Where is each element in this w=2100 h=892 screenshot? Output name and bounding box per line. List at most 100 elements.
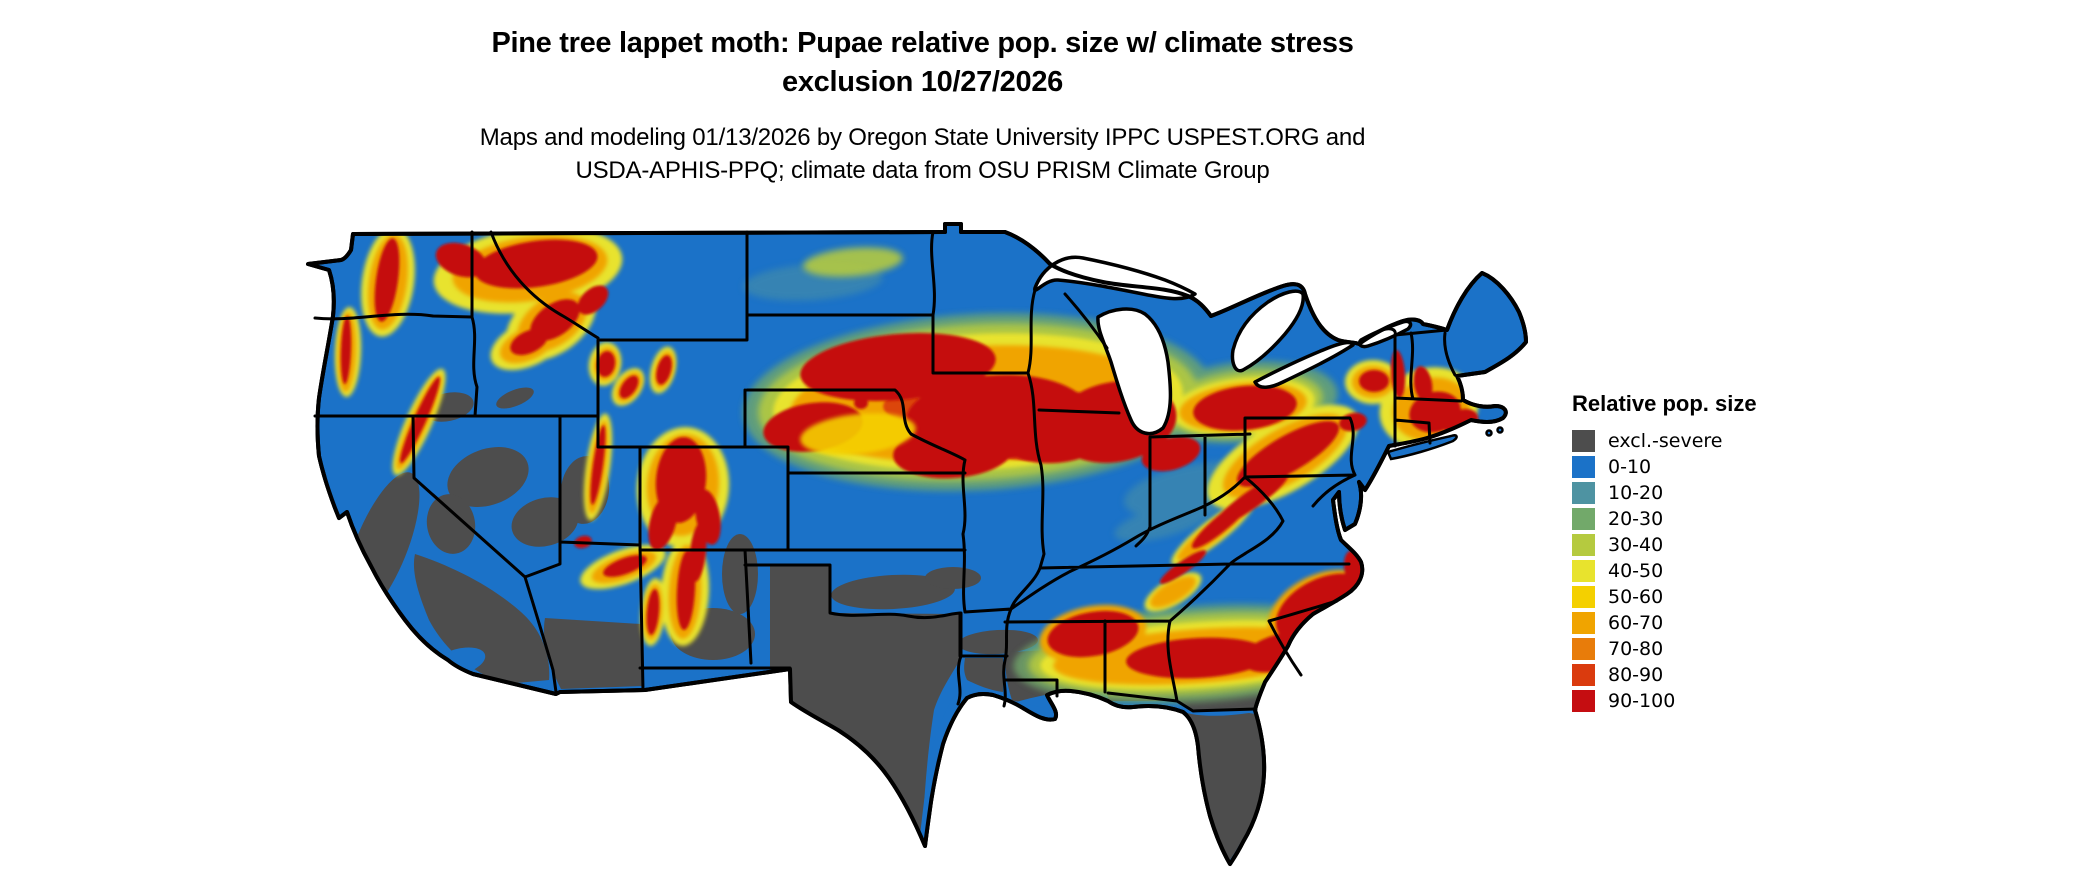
map-shape	[440, 672, 446, 678]
legend-label: 10-20	[1608, 482, 1664, 504]
map-shape	[435, 242, 487, 278]
map-shape	[1496, 426, 1504, 434]
legend-item: 30-40	[1572, 534, 1832, 556]
legend-label: 90-100	[1608, 690, 1676, 712]
map-shape	[596, 351, 616, 377]
map-shape	[577, 285, 609, 315]
lake-michigan	[1096, 307, 1173, 436]
subtitle-line-2: USDA-APHIS-PPQ; climate data from OSU PR…	[575, 157, 1270, 184]
map-shape	[770, 566, 960, 842]
map-shape	[925, 567, 981, 589]
map-shape	[1121, 705, 1263, 861]
map-shape	[656, 355, 672, 385]
map-shape	[530, 299, 580, 341]
map-shape	[496, 387, 534, 409]
legend-item: 60-70	[1572, 612, 1832, 634]
map-title: Pine tree lappet moth: Pupae relative po…	[0, 24, 1845, 102]
legend-item: 0-10	[1572, 456, 1832, 478]
map-shape	[340, 316, 352, 384]
map-shape	[1485, 429, 1493, 437]
map-subtitle: Maps and modeling 01/13/2026 by Oregon S…	[0, 121, 1845, 187]
legend-swatch	[1572, 430, 1595, 452]
map-shape	[1359, 370, 1389, 392]
map-shape	[474, 239, 598, 289]
legend-swatch	[1572, 690, 1595, 712]
map-shape	[426, 494, 476, 554]
legend-label: 30-40	[1608, 534, 1664, 556]
us-map-svg	[306, 222, 1528, 866]
map-shape	[803, 247, 903, 277]
legend-title: Relative pop. size	[1572, 391, 1757, 416]
heat-red-cores	[340, 238, 1479, 679]
state-borders	[313, 230, 1463, 713]
legend-item: 40-50	[1572, 560, 1832, 582]
lake-huron	[1230, 289, 1305, 373]
legend-swatch	[1572, 612, 1595, 634]
map-shape	[447, 447, 529, 507]
map-shape	[919, 695, 962, 845]
map-shape	[1236, 421, 1340, 487]
legend-swatch	[1572, 664, 1595, 686]
legend-label: 60-70	[1608, 612, 1664, 634]
great-lakes	[1033, 255, 1413, 436]
map-shape	[400, 376, 440, 464]
map-shape	[619, 375, 639, 399]
legend-item: 80-90	[1572, 664, 1832, 686]
legend-label: 70-80	[1608, 638, 1664, 660]
legend-item: 20-30	[1572, 508, 1832, 530]
legend-label: 40-50	[1608, 560, 1664, 582]
map-shape	[1141, 436, 1201, 472]
map-shape	[511, 497, 579, 547]
legend-swatch	[1572, 534, 1595, 556]
map-shape	[1159, 550, 1207, 584]
map-shape	[800, 333, 996, 401]
legend-label: 0-10	[1608, 456, 1652, 478]
map-shape	[648, 493, 678, 551]
map-shape	[1126, 637, 1270, 679]
us-map	[293, 222, 1533, 882]
legend-label: 80-90	[1608, 664, 1664, 686]
map-shape	[413, 554, 550, 684]
map-shape	[854, 397, 868, 409]
map-shape	[427, 668, 433, 674]
map-shape	[603, 555, 647, 577]
atlantic-islands	[1386, 426, 1504, 461]
map-shape	[689, 522, 707, 582]
legend-item: 10-20	[1572, 482, 1832, 504]
map-shape	[646, 589, 660, 635]
legend-item: excl.-severe	[1572, 430, 1832, 452]
legend-item: 90-100	[1572, 690, 1832, 712]
map-shape	[958, 629, 1038, 655]
legend-label: excl.-severe	[1608, 430, 1723, 452]
map-shape	[590, 425, 606, 505]
legend-label: 50-60	[1608, 586, 1664, 608]
legend-swatch	[1572, 638, 1595, 660]
title-line-1: Pine tree lappet moth: Pupae relative po…	[491, 27, 1354, 59]
map-shape	[452, 675, 458, 681]
legend-item: 70-80	[1572, 638, 1832, 660]
subtitle-line-1: Maps and modeling 01/13/2026 by Oregon S…	[479, 124, 1366, 151]
map-shape	[800, 413, 916, 455]
map-shape	[374, 238, 400, 322]
legend-swatch	[1572, 560, 1595, 582]
map-shape	[543, 618, 642, 689]
legend-swatch	[1572, 508, 1595, 530]
map-shape	[1413, 366, 1433, 402]
map-shape	[1191, 495, 1255, 549]
legend-swatch	[1572, 482, 1595, 504]
legend-swatch	[1572, 586, 1595, 608]
legend-swatch	[1572, 456, 1595, 478]
heat-gold-accents	[800, 413, 916, 455]
lake-erie	[1253, 340, 1355, 389]
map-shape	[964, 658, 1003, 692]
legend-item: 50-60	[1572, 586, 1832, 608]
legend-rows: excl.-severe 0-10 10-20 20-30 30-40 40-50 50-6…	[1572, 430, 1832, 712]
map-shape	[722, 534, 758, 614]
legend: Relative pop. size excl.-severe 0-10 10-20…	[1572, 392, 1832, 716]
title-line-2: exclusion 10/27/2026	[782, 66, 1063, 98]
legend-label: 20-30	[1608, 508, 1664, 530]
map-shape	[831, 574, 955, 610]
map-shape	[1149, 576, 1197, 608]
long-island	[1386, 434, 1458, 461]
